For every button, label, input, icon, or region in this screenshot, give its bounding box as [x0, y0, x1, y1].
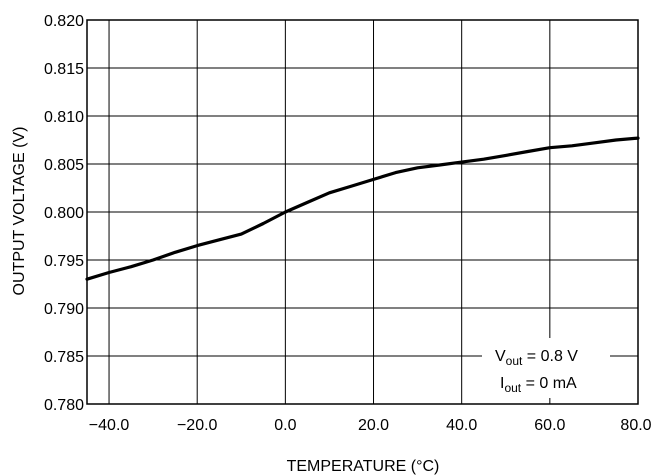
annotation-box: Vout = 0.8 V Iout = 0 mA [482, 338, 610, 398]
x-tick-label: 80.0 [620, 417, 651, 434]
x-tick-label: −20.0 [177, 417, 218, 434]
series-layer [85, 136, 640, 281]
x-axis-label: TEMPERATURE (°C) [287, 458, 440, 475]
annotation-background [482, 338, 610, 398]
annotation-vout: Vout = 0.8 V [495, 348, 578, 368]
y-axis-label: OUTPUT VOLTAGE (V) [11, 127, 28, 296]
y-tick-label: 0.785 [44, 349, 84, 366]
x-tick-label: −40.0 [89, 417, 130, 434]
y-tick-label: 0.810 [44, 109, 84, 126]
x-tick-label: 40.0 [446, 417, 477, 434]
annotation-iout: Iout = 0 mA [500, 375, 577, 395]
y-tick-label: 0.805 [44, 157, 84, 174]
output-voltage-line [85, 136, 640, 281]
y-tick-label: 0.790 [44, 301, 84, 318]
y-tick-label: 0.820 [44, 13, 84, 30]
y-tick-label: 0.795 [44, 253, 84, 270]
y-tick-label: 0.815 [44, 61, 84, 78]
y-tick-label: 0.780 [44, 397, 84, 414]
x-tick-label: 0.0 [274, 417, 296, 434]
x-tick-label: 20.0 [358, 417, 389, 434]
x-tick-labels: −40.0 −20.0 0.0 20.0 40.0 60.0 80.0 [89, 417, 652, 434]
plot-frame [86, 19, 639, 405]
grid-lines [87, 19, 639, 405]
x-tick-label: 60.0 [534, 417, 565, 434]
y-tick-labels: 0.780 0.785 0.790 0.795 0.800 0.805 0.810 0.815… [44, 13, 84, 414]
y-tick-label: 0.800 [44, 205, 84, 222]
